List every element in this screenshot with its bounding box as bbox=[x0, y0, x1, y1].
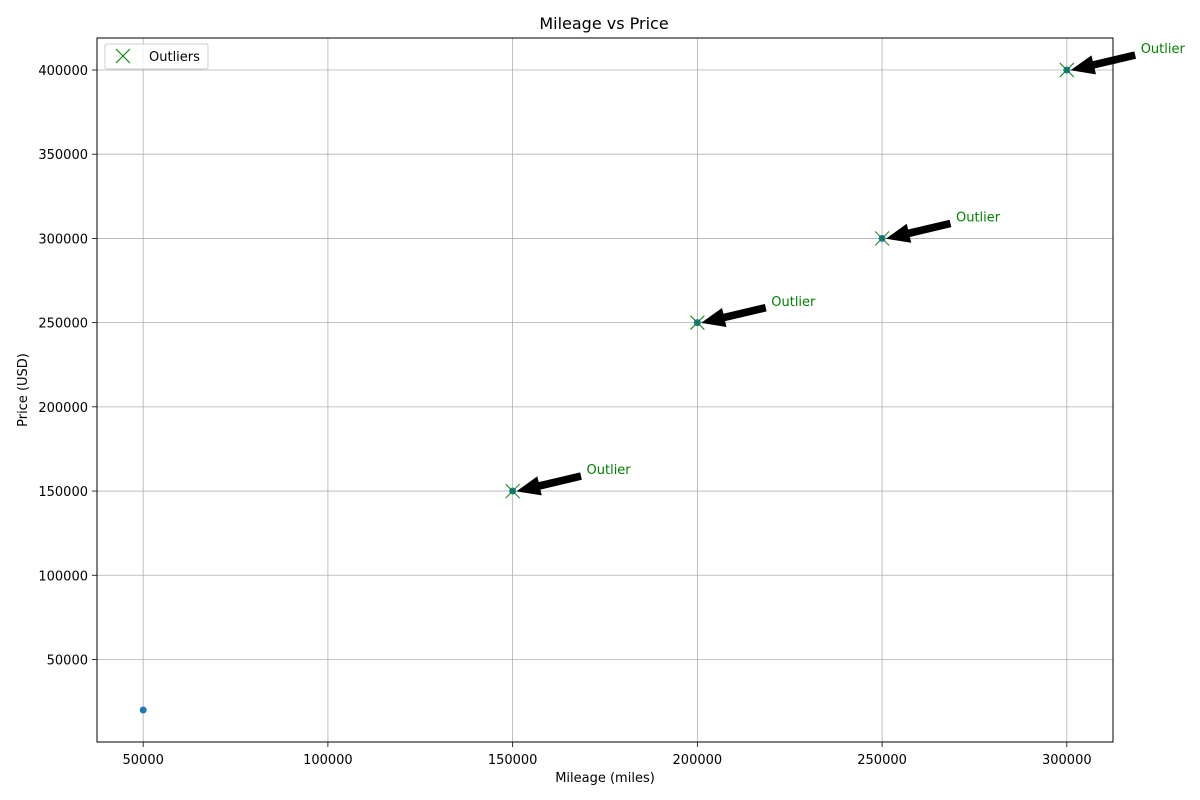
annotation-label: Outlier bbox=[1141, 42, 1186, 57]
annotation-arrow bbox=[701, 303, 767, 327]
plot-frame bbox=[96, 37, 1114, 743]
arrow-shape bbox=[516, 472, 582, 496]
x-tick-label: 150000 bbox=[488, 753, 538, 768]
legend-marker-x-icon bbox=[115, 48, 131, 64]
annotation-label: Outlier bbox=[587, 463, 632, 478]
x-tick-label: 250000 bbox=[857, 753, 907, 768]
annotation-arrow bbox=[885, 219, 952, 243]
annotation-label: Outlier bbox=[956, 211, 1001, 226]
outlier-marker-line bbox=[1059, 62, 1075, 78]
x-tick-label: 100000 bbox=[303, 753, 353, 768]
grid-lines bbox=[97, 38, 1113, 742]
y-tick-label: 350000 bbox=[38, 148, 88, 163]
y-axis: 50000 100000 150000 200000 250000 300000 35000… bbox=[38, 64, 97, 668]
y-tick-label: 200000 bbox=[38, 401, 88, 416]
y-tick-label: 100000 bbox=[38, 569, 88, 584]
x-tick-label: 300000 bbox=[1042, 753, 1092, 768]
arrow-shape bbox=[1070, 51, 1137, 75]
y-tick-label: 50000 bbox=[47, 653, 88, 668]
annotation-arrow bbox=[516, 472, 582, 496]
legend-box bbox=[104, 43, 209, 70]
chart-title: Mileage vs Price bbox=[539, 14, 668, 33]
outlier-marker bbox=[690, 315, 705, 330]
arrow-shape bbox=[701, 303, 767, 327]
x-tick-label: 200000 bbox=[673, 753, 723, 768]
y-tick-label: 250000 bbox=[38, 317, 88, 332]
x-axis: 50000 100000 150000 200000 250000 300000 bbox=[123, 742, 1092, 768]
annotations: Outlier Outlier Outlier Outlier bbox=[516, 42, 1186, 496]
data-points bbox=[139, 62, 1075, 714]
arrow-shape bbox=[885, 219, 952, 243]
annotation-arrow bbox=[1070, 51, 1137, 75]
outlier-marker-line bbox=[874, 231, 890, 246]
x-axis-label: Mileage (miles) bbox=[555, 771, 655, 786]
y-tick-label: 150000 bbox=[38, 485, 88, 500]
outlier-marker bbox=[874, 231, 890, 246]
x-tick-label: 50000 bbox=[123, 753, 164, 768]
y-axis-label: Price (USD) bbox=[16, 353, 31, 427]
y-tick-label: 400000 bbox=[38, 64, 88, 79]
outlier-marker-line bbox=[690, 315, 705, 330]
annotation-label: Outlier bbox=[771, 295, 816, 310]
y-tick-label: 300000 bbox=[38, 232, 88, 247]
legend-label: Outliers bbox=[149, 50, 200, 65]
outlier-marker bbox=[1059, 62, 1075, 78]
outlier-marker-line bbox=[505, 483, 520, 499]
outlier-marker bbox=[505, 483, 520, 499]
data-point bbox=[139, 706, 147, 714]
legend: Outliers bbox=[104, 43, 209, 70]
